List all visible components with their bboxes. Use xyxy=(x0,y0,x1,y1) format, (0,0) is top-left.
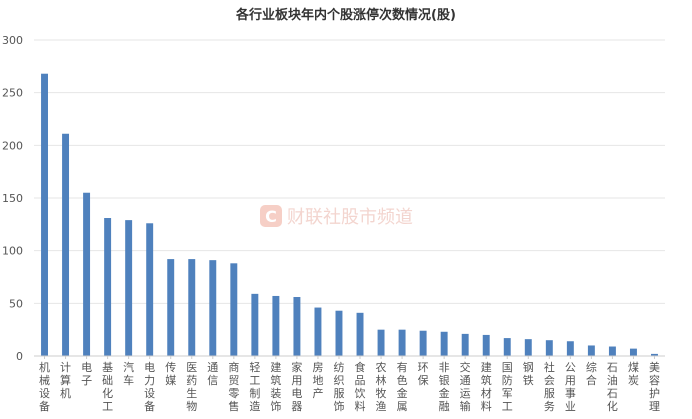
bar xyxy=(608,346,616,356)
bar xyxy=(314,307,322,356)
bar xyxy=(62,133,70,356)
bar xyxy=(335,310,343,356)
bar xyxy=(587,345,595,356)
x-tick-label: 医药生物 xyxy=(186,361,197,413)
bars xyxy=(41,73,658,357)
bar xyxy=(125,220,133,356)
bar xyxy=(566,341,574,356)
y-tick-label: 200 xyxy=(2,139,23,152)
watermark-logo-icon xyxy=(260,205,282,227)
y-tick-label: 50 xyxy=(9,297,23,310)
y-tick-label: 250 xyxy=(2,87,23,100)
watermark-text: 财联社股市频道 xyxy=(287,207,413,228)
x-tick-label: 轻工制造 xyxy=(249,360,260,413)
x-tick-label: 社会服务 xyxy=(544,360,555,413)
bar xyxy=(356,312,364,356)
bar xyxy=(104,218,112,356)
y-tick-label: 0 xyxy=(16,350,23,363)
y-tick-label: 300 xyxy=(2,34,23,47)
bar xyxy=(503,338,511,356)
x-tick-label: 非银金融 xyxy=(439,361,450,413)
bar xyxy=(629,348,637,356)
x-tick-label: 传媒 xyxy=(165,361,176,387)
bar xyxy=(272,295,280,356)
x-tick-label: 综合 xyxy=(586,360,597,387)
bar xyxy=(419,330,427,356)
x-tick-label: 汽车 xyxy=(123,360,134,387)
bar xyxy=(41,73,48,357)
watermark-logo-letter: C xyxy=(265,207,277,226)
bar xyxy=(83,192,91,356)
x-tick-label: 煤炭 xyxy=(628,361,639,387)
gridlines xyxy=(34,39,665,304)
bar xyxy=(440,331,448,356)
x-axis: 机械设备计算机电子基础化工汽车电力设备传媒医药生物通信商贸零售轻工制造建筑装饰家… xyxy=(34,355,665,413)
y-tick-label: 150 xyxy=(2,192,23,205)
x-tick-label: 公用事业 xyxy=(565,361,576,413)
y-axis: 0 50 100 150 200 250 300 xyxy=(2,34,23,363)
bar xyxy=(482,334,490,356)
x-tick-label: 建筑材料 xyxy=(481,360,492,413)
x-tick-label: 房地产 xyxy=(312,361,323,400)
bar xyxy=(188,259,196,356)
x-tick-label: 通信 xyxy=(207,361,218,387)
x-tick-label: 纺织服饰 xyxy=(333,360,344,413)
bar xyxy=(461,333,469,356)
x-tick-label: 基础化工 xyxy=(102,361,113,413)
x-tick-label: 机械设备 xyxy=(39,360,50,413)
bar xyxy=(293,297,301,356)
x-tick-label: 钢铁 xyxy=(523,361,534,387)
x-tick-label: 美容护理 xyxy=(649,361,660,413)
x-tick-label: 商贸零售 xyxy=(228,360,239,413)
watermark: C 财联社股市频道 xyxy=(260,205,413,228)
bar xyxy=(167,259,175,356)
bar xyxy=(209,260,217,356)
x-tick-label: 石油石化 xyxy=(607,361,618,413)
x-tick-label: 食品饮料 xyxy=(355,360,366,413)
x-tick-label: 计算机 xyxy=(60,361,71,400)
chart-title: 各行业板块年内个股涨停次数情况(股) xyxy=(235,7,456,23)
bar xyxy=(230,263,238,356)
bar xyxy=(524,339,532,356)
x-tick-label: 农林牧渔 xyxy=(376,360,387,413)
y-tick-label: 100 xyxy=(2,245,23,258)
bar xyxy=(146,223,154,356)
bar xyxy=(377,329,385,356)
bar xyxy=(398,329,406,356)
x-tick-label: 交通运输 xyxy=(460,360,471,413)
x-tick-label: 环保 xyxy=(418,361,429,387)
x-tick-label: 建筑装饰 xyxy=(270,360,281,413)
bar xyxy=(545,340,553,356)
x-tick-label: 有色金属 xyxy=(397,360,408,413)
x-tick-label: 家用电器 xyxy=(291,360,302,413)
x-tick-label: 电子 xyxy=(81,361,92,387)
x-tick-label: 电力设备 xyxy=(144,361,155,413)
bar xyxy=(251,293,259,356)
x-tick-label: 国防军工 xyxy=(502,361,513,413)
bar xyxy=(651,353,658,356)
